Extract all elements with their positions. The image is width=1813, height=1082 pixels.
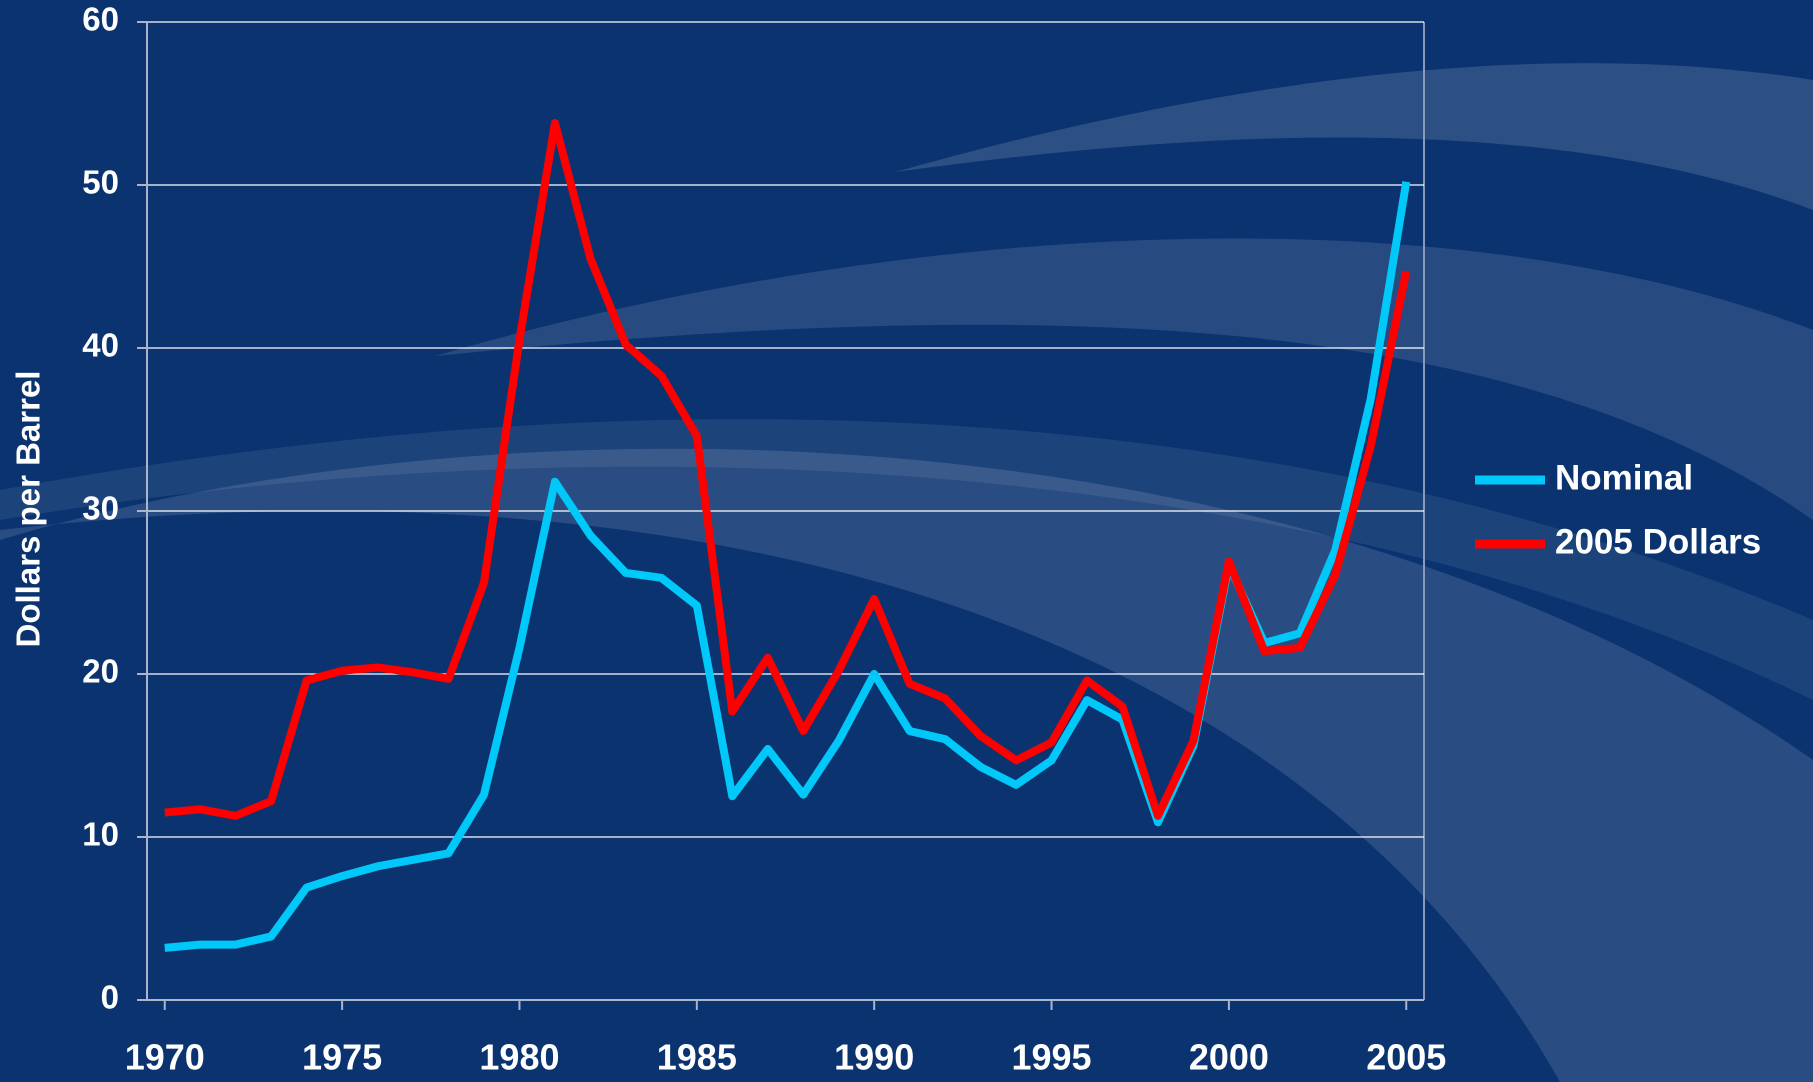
y-tick-label: 0: [101, 979, 119, 1016]
y-tick-label: 10: [82, 816, 119, 853]
y-tick-label: 30: [82, 490, 119, 527]
y-axis-title: Dollars per Barrel: [10, 371, 47, 648]
x-tick-label: 1985: [657, 1037, 737, 1078]
x-tick-label: 2005: [1366, 1037, 1446, 1078]
x-tick-label: 2000: [1189, 1037, 1269, 1078]
legend-label: 2005 Dollars: [1555, 522, 1761, 561]
x-tick-label: 1980: [479, 1037, 559, 1078]
y-tick-label: 20: [82, 653, 119, 690]
y-tick-label: 40: [82, 327, 119, 364]
x-tick-label: 1970: [125, 1037, 205, 1078]
x-tick-label: 1995: [1011, 1037, 1091, 1078]
chart: Dollars per Barrel 0 10 20 30 40 50 60 1970 1975…: [0, 0, 1813, 1082]
x-tick-label: 1990: [834, 1037, 914, 1078]
y-tick-label: 60: [82, 1, 119, 38]
x-tick-label: 1975: [302, 1037, 382, 1078]
y-tick-label: 50: [82, 164, 119, 201]
legend-label: Nominal: [1555, 458, 1693, 497]
